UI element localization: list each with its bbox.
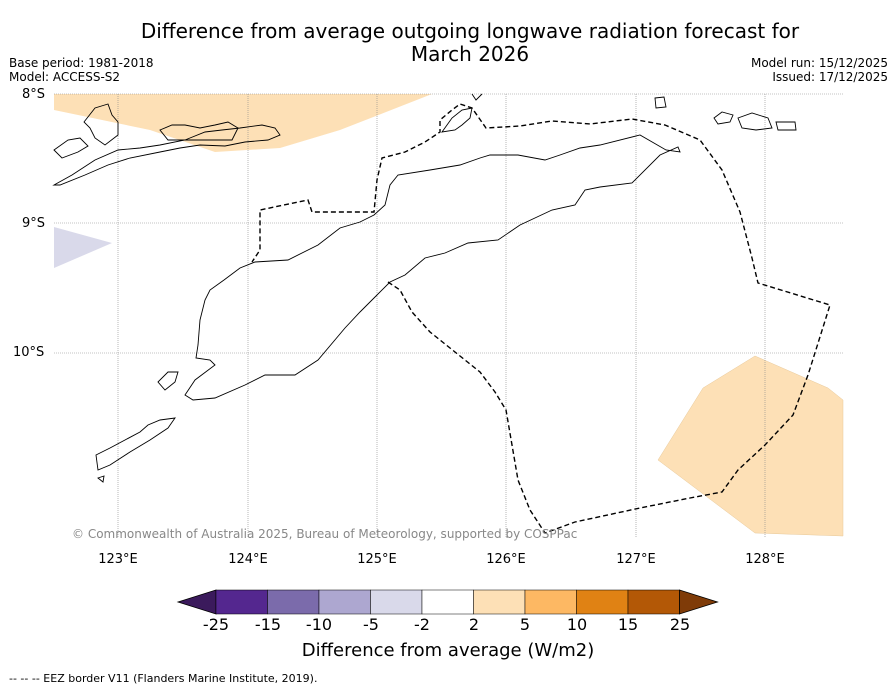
- issued-date: Issued: 17/12/2025: [772, 70, 888, 84]
- lat-label-10s: 10°S: [13, 345, 45, 360]
- colorbar-tick: -5: [363, 615, 379, 634]
- timor-island-coast: [184, 134, 681, 401]
- base-info: Base period: 1981-2018 Model: ACCESS-S2: [9, 56, 154, 84]
- colorbar-extend-low: [176, 589, 217, 615]
- atauro-coast: [471, 93, 483, 101]
- pantar-coast: [159, 121, 239, 141]
- colorbar-tick: -25: [202, 615, 230, 634]
- leti-coast: [713, 111, 734, 125]
- map-title: Difference from average outgoing longwav…: [100, 20, 840, 66]
- colorbar: [176, 589, 719, 615]
- kisar-coast: [654, 96, 667, 109]
- colorbar-segment: [370, 589, 423, 615]
- gridlines: [54, 93, 843, 537]
- flores-coast: [52, 124, 281, 186]
- lon-label-126e: 126°E: [486, 552, 526, 567]
- anomaly-positive-southeast: [657, 355, 844, 537]
- colorbar-tick: -15: [254, 615, 282, 634]
- sumba-west-coast: [53, 137, 89, 159]
- lon-label-125e: 125°E: [357, 552, 397, 567]
- lon-label-128e: 128°E: [745, 552, 785, 567]
- colorbar-label: Difference from average (W/m2): [301, 640, 595, 661]
- colorbar-tick: 2: [468, 615, 480, 634]
- colorbar-tick: -10: [305, 615, 333, 634]
- model-name: Model: ACCESS-S2: [9, 70, 121, 84]
- semau-coast: [157, 371, 179, 391]
- colorbar-segment: [524, 589, 577, 615]
- wetar-coast: [441, 107, 473, 133]
- moa-coast: [737, 112, 773, 131]
- title-line-2: March 2026: [410, 42, 530, 66]
- anomaly-negative-west: [54, 227, 112, 268]
- base-period: Base period: 1981-2018: [9, 56, 154, 70]
- colorbar-segment: [215, 589, 268, 615]
- eez-border-timor-leste: [251, 103, 831, 534]
- anomaly-positive-north: [54, 94, 432, 152]
- colorbar-segment: [473, 589, 526, 615]
- eez-border: [251, 103, 831, 534]
- colorbar-tick: -2: [414, 615, 430, 634]
- copyright-notice: © Commonwealth of Australia 2025, Bureau…: [72, 527, 578, 541]
- colorbar-segment: [267, 589, 320, 615]
- colorbar-tick: 15: [617, 615, 639, 634]
- rote-coast: [95, 417, 176, 471]
- ndana-coast: [97, 475, 105, 483]
- lon-label-127e: 127°E: [616, 552, 656, 567]
- lon-label-124e: 124°E: [228, 552, 268, 567]
- lon-label-123e: 123°E: [98, 552, 138, 567]
- colorbar-segment: [318, 589, 371, 615]
- model-run: Model run: 15/12/2025: [750, 56, 888, 70]
- colorbar-segment: [576, 589, 629, 615]
- colorbar-extend-high: [679, 589, 719, 615]
- colorbar-segment: [421, 589, 474, 615]
- lat-label-8s: 8°S: [22, 87, 46, 102]
- colorbar-tick: 5: [519, 615, 531, 634]
- title-line-1: Difference from average outgoing longwav…: [140, 19, 800, 43]
- lakor-coast: [775, 121, 797, 131]
- colorbar-tick: 10: [566, 615, 588, 634]
- lat-label-9s: 9°S: [22, 216, 46, 231]
- colorbar-tick: 25: [669, 615, 691, 634]
- run-info: Model run: 15/12/2025 Issued: 17/12/2025: [751, 56, 888, 84]
- alor-coast: [83, 103, 119, 146]
- colorbar-segment: [627, 589, 680, 615]
- coastlines: [52, 93, 797, 483]
- eez-legend: -- -- -- EEZ border V11 (Flanders Marine…: [9, 672, 318, 685]
